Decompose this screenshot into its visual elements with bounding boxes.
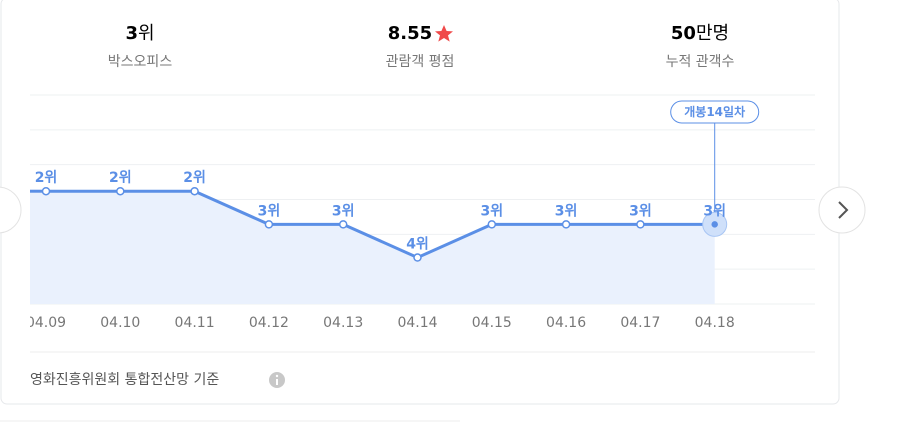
unit: 만명 [696, 23, 729, 44]
point [636, 220, 645, 229]
x-tick-label: 04.09 [26, 315, 66, 331]
value-label: 3위 [629, 203, 652, 219]
point [264, 220, 274, 229]
x-tick-label: 04.13 [323, 315, 363, 331]
chart: 개봉14일차 2위 04.09 2위 04.10 2위 04.11 3위 04.12 3위 04.1… [26, 94, 815, 331]
x-tick-label: 04.11 [175, 315, 215, 331]
x-tick-label: 04.16 [546, 315, 586, 331]
value-label: 2위 [109, 170, 132, 186]
footer: 영화진흥위원회 통합전산망 기준 [30, 372, 219, 388]
next-button[interactable] [818, 186, 866, 234]
point [711, 221, 718, 228]
stat-label: 박스오피스 [108, 54, 173, 70]
stat-label: 관람객 평점 [386, 54, 455, 70]
value-label: 3위 [703, 203, 726, 219]
x-tick-label: 04.10 [100, 315, 140, 331]
stat-value: 50만명 [671, 23, 729, 44]
star-icon [435, 25, 453, 42]
point [413, 253, 422, 262]
line [46, 189, 715, 260]
x-tick-label: 04.14 [397, 315, 437, 331]
point [561, 220, 571, 229]
point [190, 186, 199, 196]
annotation: 개봉14일차 [684, 104, 745, 119]
stat-value: 3위 [125, 23, 154, 44]
stat: 50만명 누적 관객수 [666, 23, 735, 70]
value-label: 2위 [183, 170, 206, 186]
value-label: 2위 [35, 170, 58, 186]
info-icon[interactable] [269, 372, 285, 388]
point [41, 186, 51, 196]
stat: 3위 박스오피스 [108, 23, 173, 70]
stat: 8.55 관람객 평점 [386, 23, 455, 70]
point [487, 220, 497, 229]
stat-value: 8.55 [388, 23, 432, 44]
value: 3 [125, 23, 138, 44]
area [30, 191, 715, 304]
point [116, 186, 125, 196]
value-label: 3위 [258, 203, 281, 219]
annotation-box [670, 100, 760, 124]
value-label: 3위 [555, 203, 578, 219]
x-tick-label: 04.12 [249, 315, 289, 331]
point [338, 220, 348, 229]
value-label: 3위 [332, 203, 355, 219]
x-tick-label: 04.17 [620, 315, 660, 331]
value: 50 [671, 23, 696, 44]
value-label: 3위 [480, 203, 503, 219]
value-label: 4위 [406, 237, 429, 253]
prev-button[interactable] [0, 186, 22, 234]
stat-label: 누적 관객수 [666, 54, 735, 70]
x-tick-label: 04.18 [695, 315, 735, 331]
unit: 위 [138, 23, 155, 44]
x-tick-label: 04.15 [472, 315, 512, 331]
